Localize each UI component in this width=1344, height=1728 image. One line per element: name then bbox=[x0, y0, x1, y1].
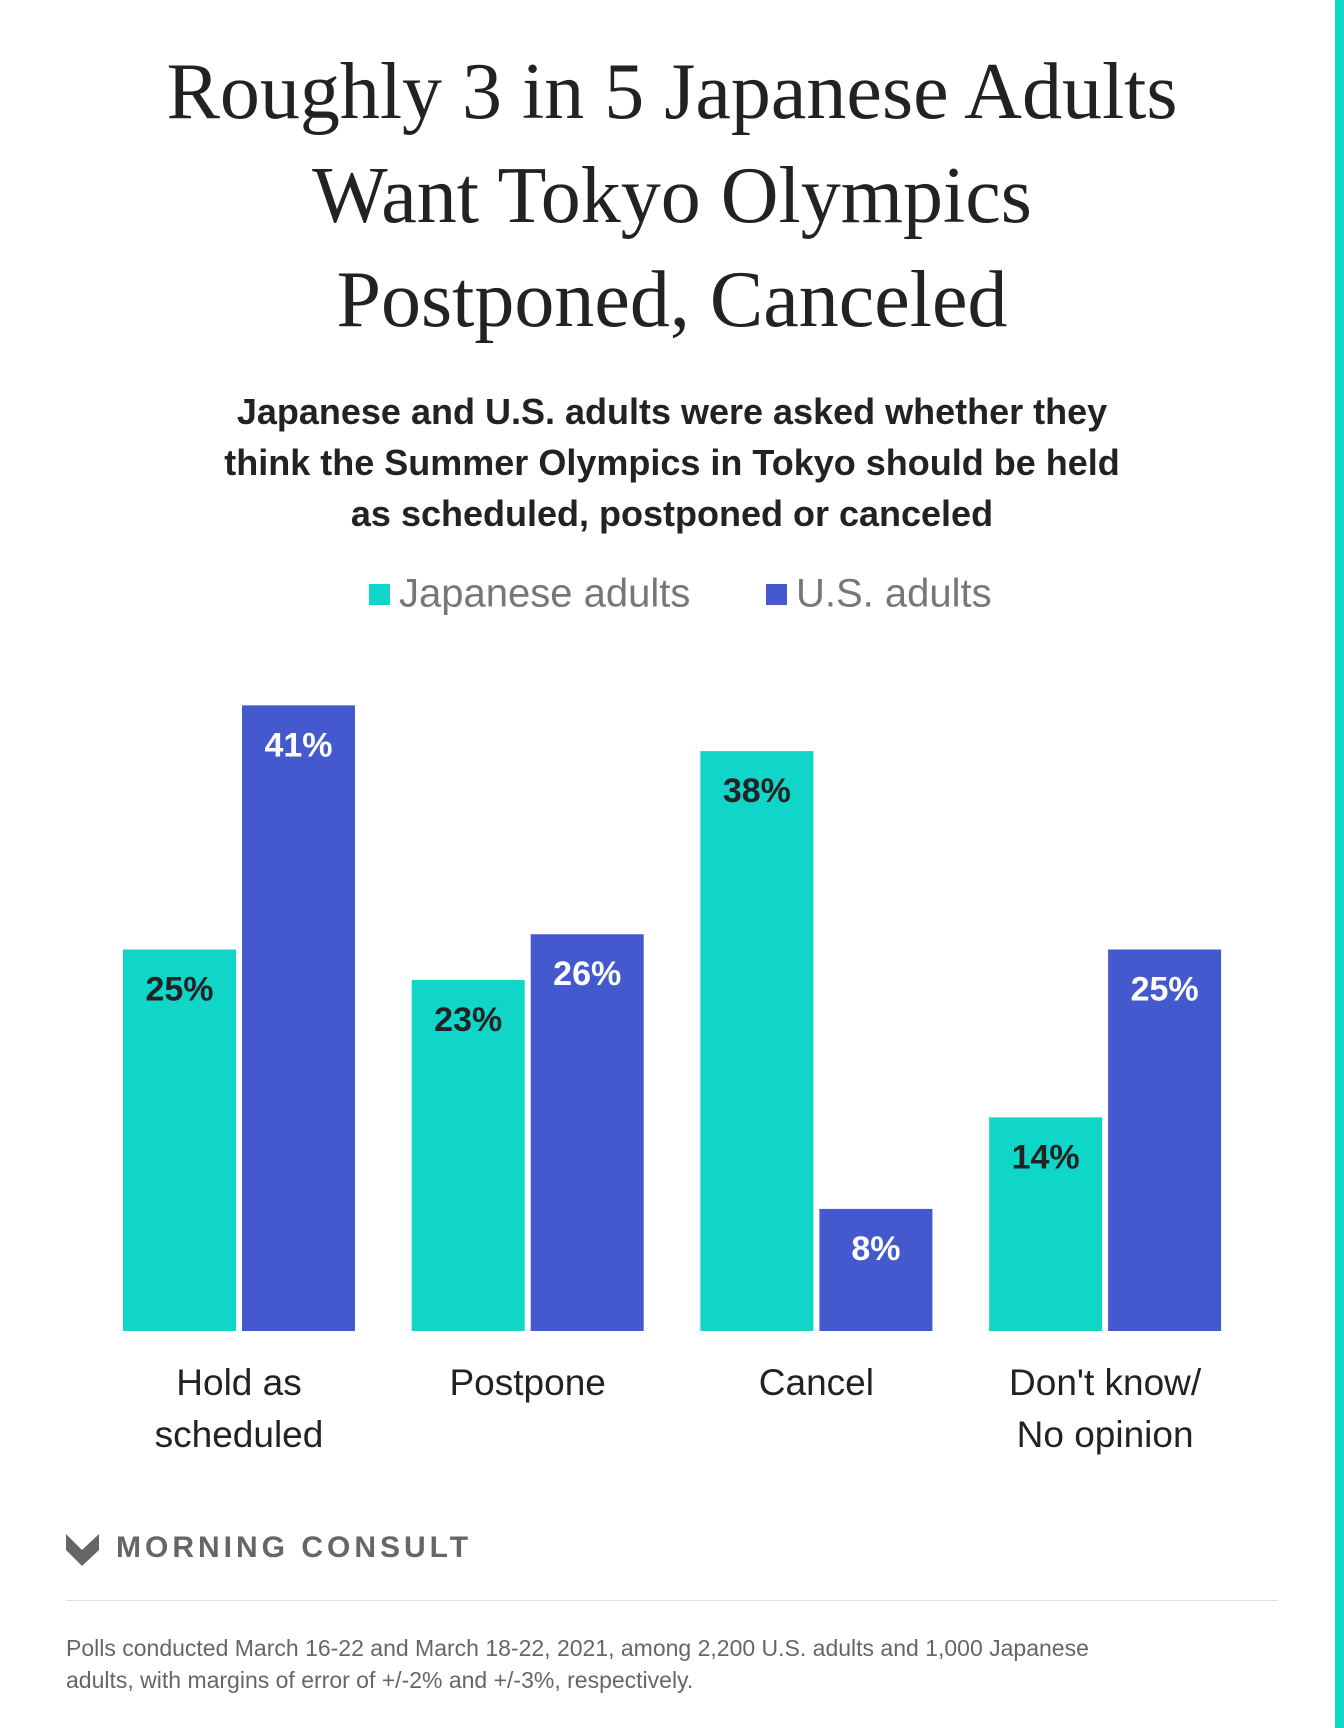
brand-name: MORNING CONSULT bbox=[116, 1531, 473, 1564]
logo-icon bbox=[66, 1534, 99, 1566]
bar bbox=[989, 1117, 1103, 1331]
value-label: 14% bbox=[1012, 1138, 1080, 1176]
chart-title: Roughly 3 in 5 Japanese Adults Want Toky… bbox=[166, 48, 1178, 344]
bar bbox=[1108, 949, 1222, 1331]
bar bbox=[700, 751, 814, 1331]
bar bbox=[530, 934, 644, 1331]
bar bbox=[411, 980, 525, 1331]
footnote: Polls conducted March 16-22 and March 18… bbox=[66, 1635, 1089, 1693]
accent-stripe bbox=[1335, 0, 1344, 1728]
x-tick-label: Cancel bbox=[758, 1362, 874, 1403]
bar bbox=[123, 949, 236, 1331]
x-tick-label: Don't know/ No opinion bbox=[1009, 1362, 1202, 1455]
chart-subtitle: Japanese and U.S. adults were asked whet… bbox=[224, 391, 1120, 534]
legend-swatch bbox=[766, 584, 787, 605]
bar bbox=[819, 1208, 933, 1331]
value-label: 38% bbox=[723, 772, 791, 810]
value-label: 25% bbox=[1131, 970, 1199, 1008]
x-tick-label: Hold as scheduled bbox=[154, 1362, 324, 1455]
divider bbox=[66, 1600, 1278, 1601]
value-label: 26% bbox=[553, 955, 621, 993]
bar bbox=[242, 705, 355, 1331]
x-tick-label: Postpone bbox=[449, 1362, 606, 1403]
legend-label: U.S. adults bbox=[796, 572, 992, 616]
value-label: 41% bbox=[264, 726, 332, 764]
legend-swatch bbox=[369, 584, 390, 605]
legend-label: Japanese adults bbox=[399, 572, 690, 616]
value-label: 23% bbox=[434, 1001, 502, 1039]
value-label: 8% bbox=[851, 1230, 900, 1268]
value-label: 25% bbox=[145, 970, 213, 1008]
